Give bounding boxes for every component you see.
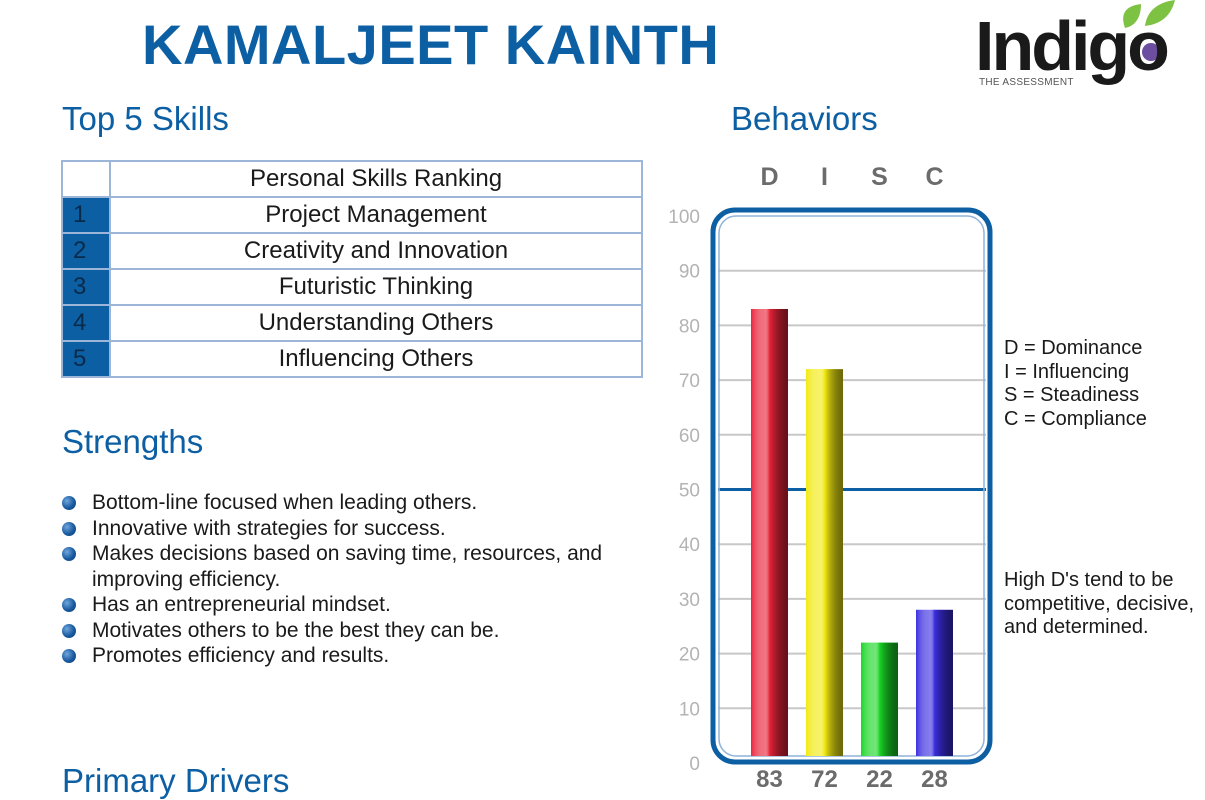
bar-shade-c [916,609,953,756]
bullet-icon [62,547,76,561]
indigo-logo: Indigo THE ASSESSMENT [975,0,1200,100]
rank-cell: 4 [61,304,111,342]
legend-entry: I = Influencing [1004,360,1130,383]
category-label: I [821,163,828,191]
strengths-heading: Strengths [62,423,204,460]
logo-graphic [1123,0,1175,61]
bar-shade-i [806,369,843,756]
skills-column-header: Personal Skills Ranking [109,160,643,198]
y-tick-label: 100 [668,207,700,228]
y-tick-label: 40 [679,535,700,556]
y-tick-label: 70 [679,371,700,392]
bullet-icon [62,521,76,536]
skill-cell: Creativity and Innovation [109,232,643,270]
page-title: KAMALJEET KAINTH [142,13,720,76]
chart-frame [710,207,993,765]
y-tick-label: 90 [679,262,700,283]
drivers-heading: Primary Drivers [62,762,290,799]
y-tick-label: 30 [679,590,700,611]
bar-shade-d [751,308,788,756]
strength-text: Promotes efficiency and results. [92,644,390,667]
bullet-icon [62,649,76,663]
y-tick-label: 80 [679,316,700,337]
category-label: S [871,163,888,191]
behaviors-heading: Behaviors [731,100,878,137]
table-row: 1 Project Management [61,196,643,234]
rank-header-cell [61,160,111,198]
legend-entry: C = Compliance [1004,407,1147,430]
category-label: D [760,163,778,191]
strength-text: Has an entrepreneurial mindset. [92,593,391,616]
list-item: Innovative with strategies for success. [62,516,672,542]
bullet-icon [62,598,76,612]
skills-heading: Top 5 Skills [62,100,229,137]
logo-wordmark: Indigo [975,7,1170,85]
legend-entry: S = Steadiness [1004,384,1140,406]
skill-cell: Futuristic Thinking [109,268,643,306]
bullet-icon [62,496,76,510]
value-label: 28 [921,766,948,792]
y-tick-label: 10 [679,699,700,720]
value-label: 22 [866,766,893,792]
rank-cell: 5 [61,340,111,378]
value-label: 83 [756,766,783,792]
rank-cell: 1 [61,196,111,234]
category-label: C [925,163,943,191]
y-tick-label: 60 [679,426,700,447]
bar-shade-s [861,642,898,756]
list-item: Promotes efficiency and results. [62,643,672,669]
logo-tagline: THE ASSESSMENT [979,77,1074,88]
skill-cell: Influencing Others [109,340,643,378]
strength-text: Makes decisions based on saving time, re… [92,542,603,591]
skill-cell: Understanding Others [109,304,643,342]
rank-cell: 2 [61,232,111,270]
chart-frame-inner [718,215,985,757]
behavior-note: High D's tend to be competitive, decisiv… [1004,569,1195,638]
table-row: 3 Futuristic Thinking [61,268,643,306]
y-tick-label: 0 [689,754,700,775]
disc-bar-chart: 0 10 20 30 40 50 60 70 80 90 100 D 83 I 72 S 22 C 28 [668,163,993,792]
rank-cell: 3 [61,268,111,306]
legend-entry: D = Dominance [1004,337,1143,359]
list-item: Bottom-line focused when leading others. [62,490,672,516]
list-item: Has an entrepreneurial mindset. [62,592,672,618]
value-label: 72 [811,766,838,792]
y-tick-label: 50 [679,481,700,502]
table-row: 4 Understanding Others [61,304,643,342]
strengths-list: Bottom-line focused when leading others.… [62,490,672,669]
strength-text: Innovative with strategies for success. [92,516,446,540]
list-item: Motivates others to be the best they can… [62,618,672,644]
skill-cell: Project Management [109,196,643,234]
list-item: Makes decisions based on saving time, re… [62,541,672,592]
disc-legend: D = Dominance I = Influencing S = Steadi… [1004,337,1147,431]
skills-table-header-row: Personal Skills Ranking [61,160,643,198]
strength-text: Motivates others to be the best they can… [92,618,500,642]
table-row: 2 Creativity and Innovation [61,232,643,270]
table-row: 5 Influencing Others [61,340,643,378]
skills-table: Personal Skills Ranking 1 Project Manage… [61,160,643,378]
bullet-icon [62,623,76,638]
strength-text: Bottom-line focused when leading others. [92,491,478,514]
y-tick-label: 20 [679,645,700,666]
